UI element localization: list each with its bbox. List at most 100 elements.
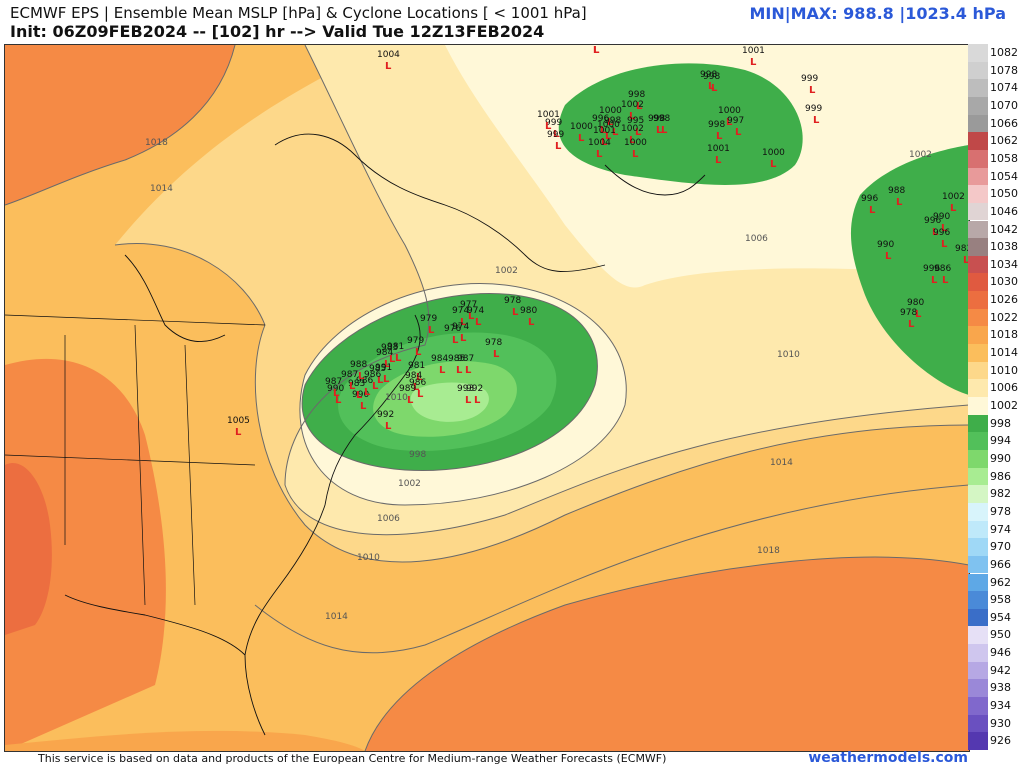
cyclone-low-marker: L bbox=[407, 395, 414, 406]
isobar-1014 bbox=[254, 484, 969, 654]
cyclone-low-marker: L bbox=[468, 311, 475, 322]
cyclone-low-marker: L bbox=[235, 427, 242, 438]
low-labrador bbox=[558, 63, 803, 185]
legend-label: 1050 bbox=[990, 187, 1018, 201]
cyclone-low-marker: L bbox=[635, 127, 642, 138]
cyclone-low-marker: L bbox=[593, 45, 600, 56]
cyclone-low-marker: L bbox=[358, 371, 365, 382]
isobar-label: 1010 bbox=[385, 393, 408, 403]
cyclone-pressure-label: 981 bbox=[387, 342, 404, 352]
cyclone-low-marker: L bbox=[711, 83, 718, 94]
isobar-1010 bbox=[114, 243, 969, 563]
isobar-label: 1010 bbox=[357, 553, 380, 563]
isobar-1006 bbox=[284, 45, 969, 536]
legend-swatch bbox=[968, 202, 988, 221]
legend-row: 970 bbox=[968, 538, 1022, 556]
legend-row: 1042 bbox=[968, 220, 1022, 239]
cyclone-pressure-label: 1000 bbox=[597, 120, 620, 130]
legend-swatch bbox=[968, 485, 988, 503]
legend-row: 986 bbox=[968, 467, 1022, 486]
isobar-1002 bbox=[299, 283, 627, 506]
cyclone-low-marker: L bbox=[636, 101, 643, 112]
cyclone-pressure-label: 1001 bbox=[707, 144, 730, 154]
legend-label: 1006 bbox=[990, 381, 1018, 395]
cyclone-low-marker: L bbox=[349, 381, 356, 392]
legend-label: 938 bbox=[990, 681, 1011, 695]
cyclone-low-marker: L bbox=[629, 111, 636, 122]
pressure-legend: 1082 1078 1074 1070 1066 1062 1058 1054 1050 1046… bbox=[968, 44, 1022, 750]
legend-row: 978 bbox=[968, 502, 1022, 521]
cyclone-pressure-label: 985 bbox=[448, 354, 465, 364]
cyclone-low-marker: L bbox=[360, 401, 367, 412]
legend-row: 946 bbox=[968, 644, 1022, 662]
legend-swatch bbox=[968, 608, 988, 627]
legend-swatch bbox=[968, 697, 988, 715]
cyclone-low-marker: L bbox=[475, 317, 482, 328]
cyclone-low-marker: L bbox=[385, 421, 392, 432]
attribution-note: This service is based on data and produc… bbox=[38, 752, 667, 765]
legend-swatch bbox=[968, 238, 988, 256]
cyclone-low-marker: L bbox=[750, 57, 757, 68]
cyclone-pressure-label: 1000 bbox=[718, 106, 741, 116]
cyclone-low-marker: L bbox=[941, 239, 948, 250]
map-canvas: 1018101410021006101010149981002100610101… bbox=[5, 45, 969, 751]
legend-label: 966 bbox=[990, 557, 1011, 571]
cyclone-low-marker: L bbox=[452, 335, 459, 346]
cyclone-pressure-label: 1000 bbox=[599, 106, 622, 116]
legend-swatch bbox=[968, 644, 988, 662]
legend-label: 1018 bbox=[990, 328, 1018, 342]
legend-label: 1070 bbox=[990, 98, 1018, 112]
isobar-label: 1018 bbox=[757, 546, 780, 556]
legend-label: 1042 bbox=[990, 222, 1018, 236]
legend-label: 994 bbox=[990, 434, 1011, 448]
cyclone-low-marker: L bbox=[493, 349, 500, 360]
legend-swatch bbox=[968, 538, 988, 556]
legend-row: 1046 bbox=[968, 202, 1022, 221]
legend-label: 934 bbox=[990, 699, 1011, 713]
brand-link[interactable]: weathermodels.com bbox=[808, 750, 968, 766]
cyclone-low-marker: L bbox=[416, 372, 423, 383]
min-max-readout: MIN|MAX: 988.8 |1023.4 hPa bbox=[749, 4, 1006, 23]
cyclone-low-marker: L bbox=[931, 275, 938, 286]
legend-label: 982 bbox=[990, 487, 1011, 501]
high-pressure-nw bbox=[5, 45, 235, 205]
legend-label: 958 bbox=[990, 593, 1011, 607]
legend-swatch bbox=[968, 220, 988, 239]
cyclone-low-marker: L bbox=[460, 333, 467, 344]
cyclone-pressure-label: 992 bbox=[466, 384, 483, 394]
legend-label: 950 bbox=[990, 628, 1011, 642]
legend-row: 1034 bbox=[968, 255, 1022, 274]
legend-row: 966 bbox=[968, 555, 1022, 574]
legend-row: 1082 bbox=[968, 44, 1022, 62]
cyclone-pressure-label: 998 bbox=[653, 114, 670, 124]
legend-swatch bbox=[968, 79, 988, 97]
cyclone-pressure-label: 999 bbox=[801, 74, 818, 84]
legend-row: 1058 bbox=[968, 149, 1022, 168]
legend-row: 934 bbox=[968, 697, 1022, 715]
cyclone-markers: 1004L1003L1003L1001L999L998L998L998L1002… bbox=[227, 45, 969, 438]
legend-swatch bbox=[968, 308, 988, 327]
legend-label: 1062 bbox=[990, 134, 1018, 148]
legend-label: 962 bbox=[990, 575, 1011, 589]
cyclone-pressure-label: 991 bbox=[375, 363, 392, 373]
high-pressure-core bbox=[5, 463, 52, 635]
legend-swatch bbox=[968, 714, 988, 733]
cyclone-pressure-label: 998 bbox=[703, 72, 720, 82]
cyclone-pressure-label: 996 bbox=[861, 194, 878, 204]
